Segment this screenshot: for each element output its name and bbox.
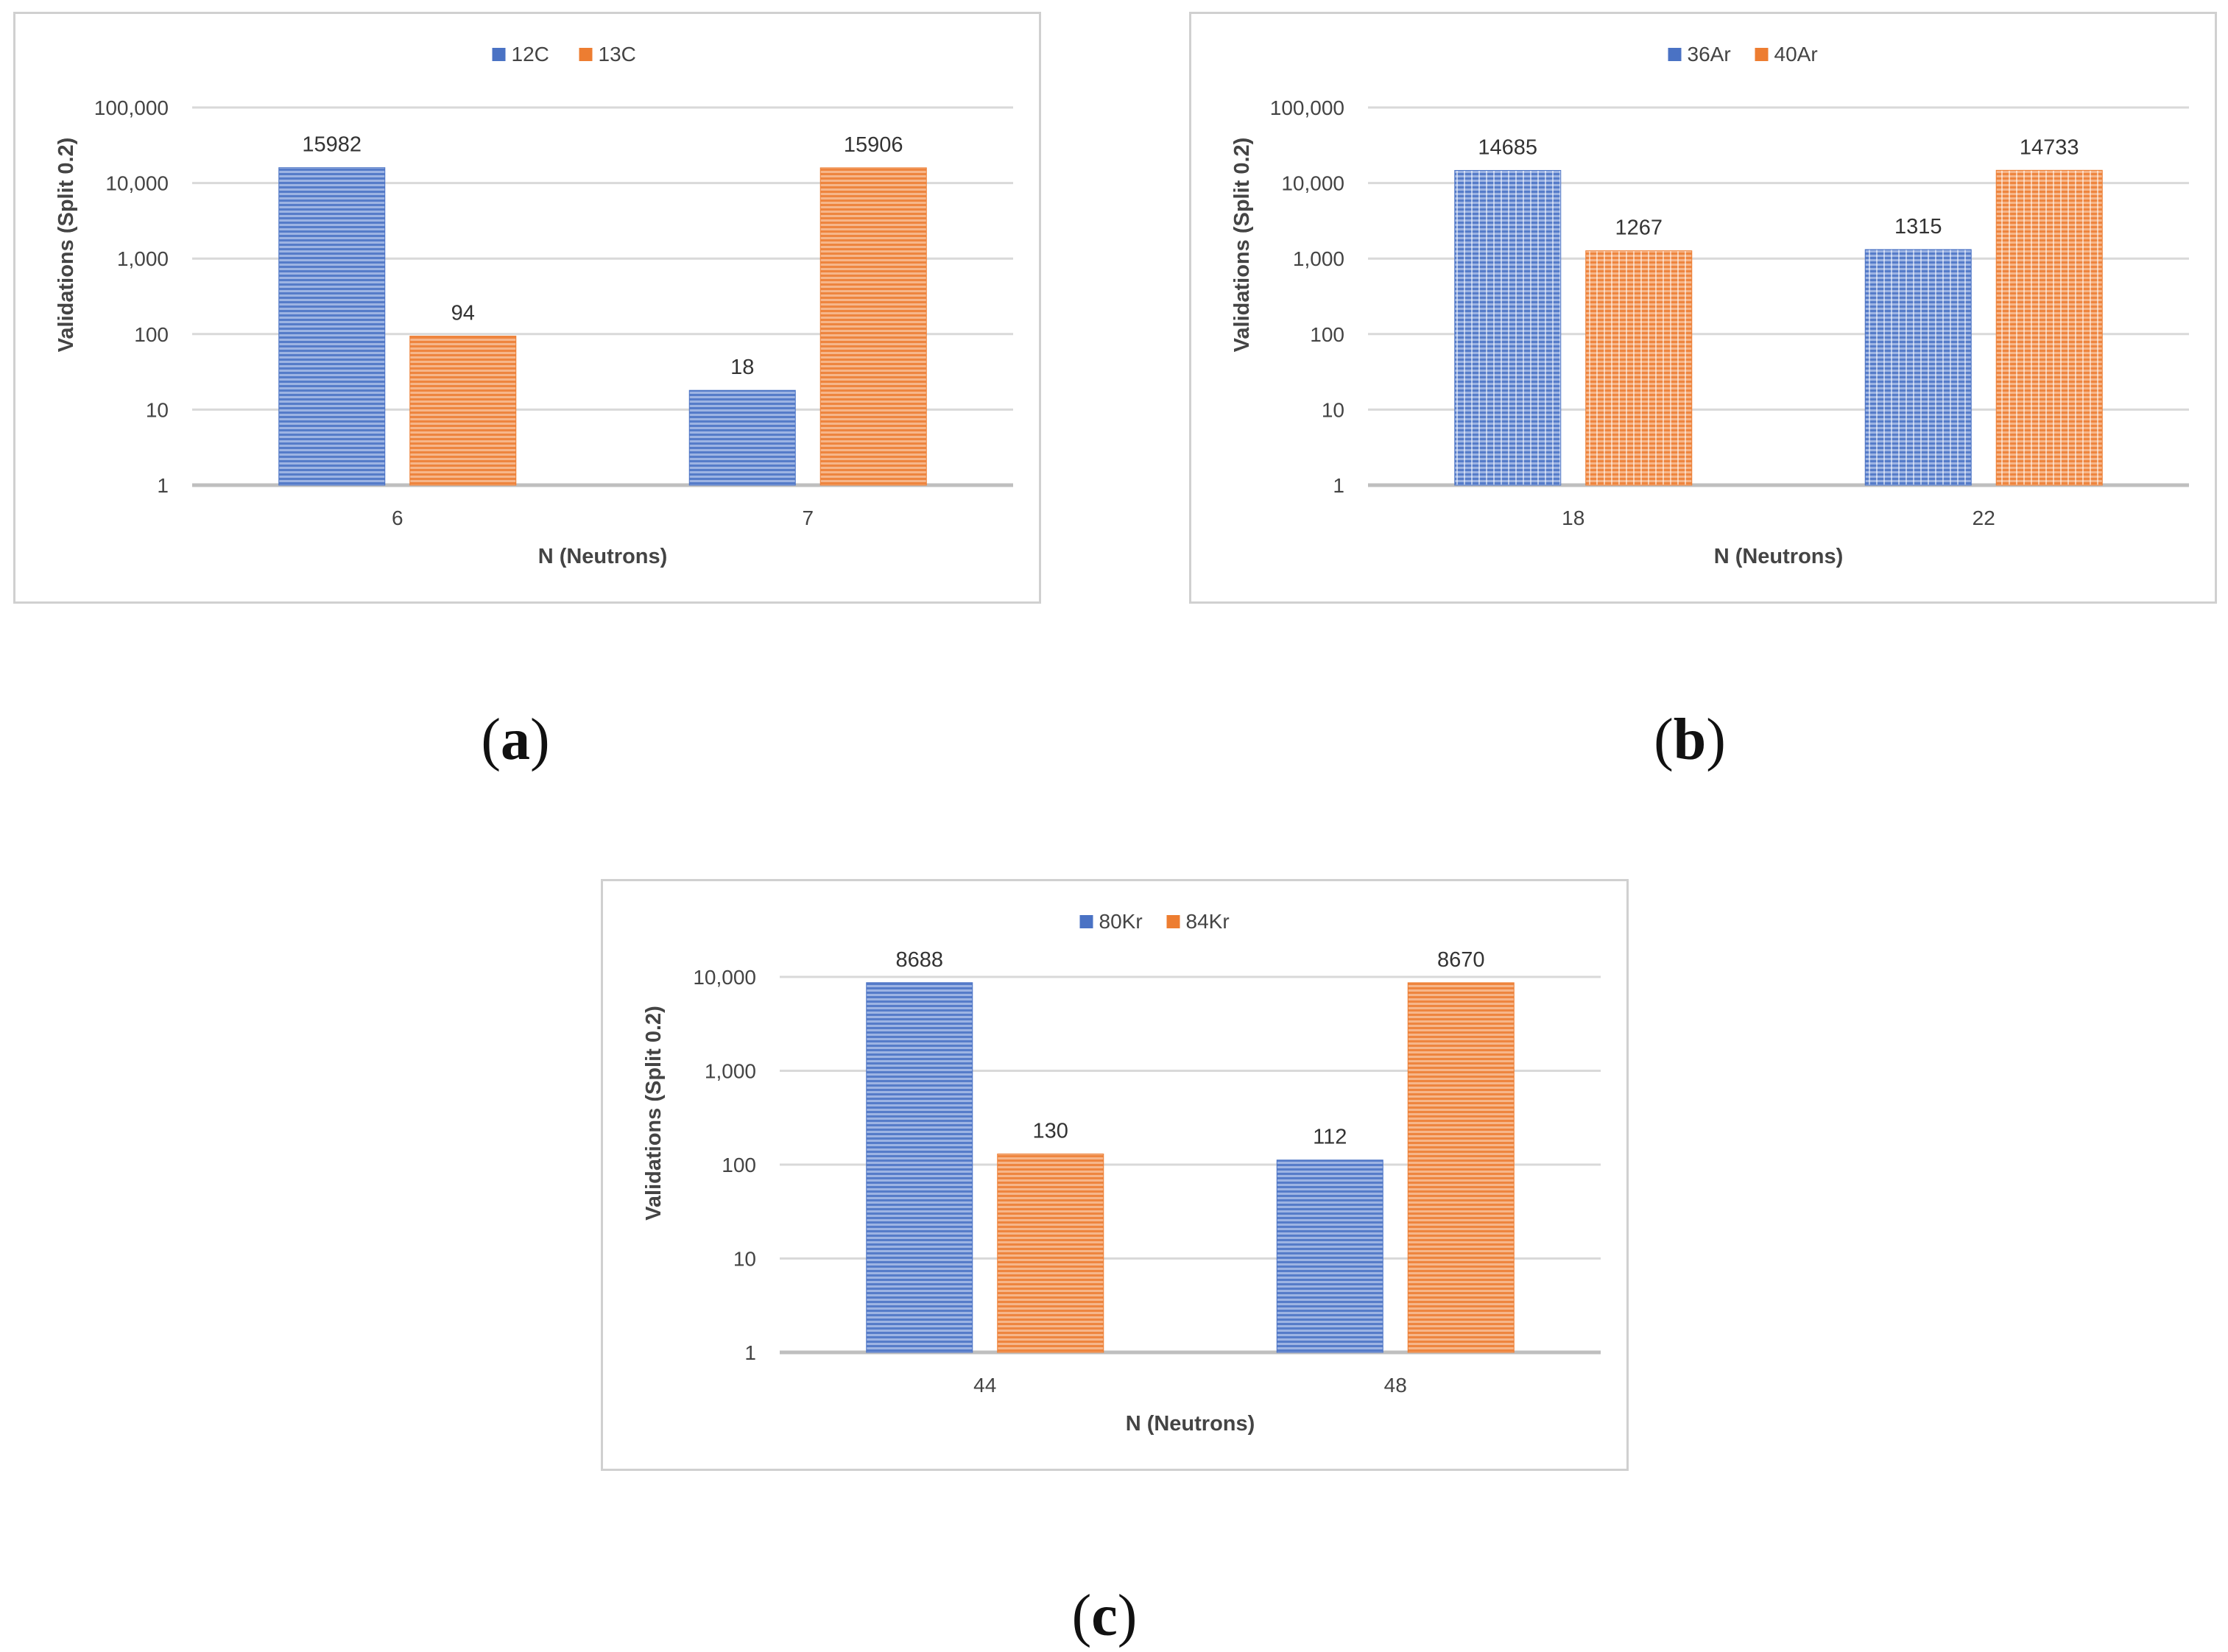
- chart-b-svg: 1 10 100 1,000 10,000 100,000 14685 1267 18 1315 1…: [1230, 43, 2189, 568]
- legend-label-40Ar: 40Ar: [1774, 43, 1818, 66]
- bar-80Kr-44: [866, 982, 973, 1353]
- x-tick-label: 22: [1973, 506, 1995, 529]
- data-label: 94: [451, 302, 475, 325]
- legend-swatch-12C: [492, 48, 506, 61]
- chart-panel-b: 1 10 100 1,000 10,000 100,000 14685 1267 18 1315 1…: [1189, 12, 2217, 604]
- chart-panel-c: 1 10 100 1,000 10,000 8688 130 44 112 8670 48 N (Ne…: [601, 879, 1629, 1471]
- x-axis-label: N (Neutrons): [1126, 1412, 1255, 1436]
- x-tick-label: 48: [1384, 1374, 1407, 1397]
- y-tick-label: 100: [134, 323, 169, 346]
- y-tick-label: 10,000: [693, 966, 756, 989]
- x-tick-label: 7: [802, 506, 814, 529]
- caption-c: (c): [1071, 1584, 1138, 1648]
- legend-label-80Kr: 80Kr: [1099, 910, 1143, 933]
- legend-swatch-36Ar: [1668, 48, 1682, 61]
- y-tick-label: 1,000: [1293, 247, 1344, 270]
- data-label: 14685: [1478, 135, 1537, 159]
- y-tick-label: 1: [744, 1341, 756, 1364]
- y-tick-label: 10,000: [1281, 172, 1344, 195]
- data-label: 112: [1313, 1126, 1347, 1149]
- legend-label-12C: 12C: [512, 43, 549, 66]
- y-axis-label: Validations (Split 0.2): [642, 1006, 666, 1221]
- legend-swatch-84Kr: [1166, 915, 1180, 928]
- y-axis-label: Validations (Split 0.2): [1230, 138, 1254, 353]
- y-axis-label: Validations (Split 0.2): [54, 138, 78, 353]
- caption-b: (b): [1654, 707, 1726, 772]
- y-tick-label: 100,000: [94, 96, 169, 119]
- data-label: 1315: [1894, 215, 1942, 239]
- data-label: 14733: [2020, 135, 2079, 159]
- y-tick-label: 100: [1310, 323, 1344, 346]
- data-label: 15982: [302, 133, 362, 157]
- bar-40Ar-22: [1995, 169, 2103, 486]
- legend-swatch-40Ar: [1755, 48, 1769, 61]
- legend-label-36Ar: 36Ar: [1688, 43, 1731, 66]
- bar-13C-7: [819, 167, 927, 486]
- bar-12C-7: [688, 389, 796, 486]
- chart-panel-a: 1 10 100 1,000 10,000 100,000 15982 94 6 18 15906 7…: [13, 12, 1041, 604]
- data-label: 8670: [1437, 948, 1485, 972]
- x-tick-label: 18: [1562, 506, 1584, 529]
- y-tick-label: 1: [157, 474, 169, 497]
- bar-80Kr-48: [1276, 1159, 1383, 1353]
- caption-a: (a): [481, 707, 550, 772]
- y-tick-label: 10,000: [105, 172, 169, 195]
- bar-36Ar-18: [1454, 169, 1562, 486]
- legend-label-13C: 13C: [599, 43, 636, 66]
- y-tick-label: 1: [1333, 474, 1344, 497]
- data-label: 8688: [895, 948, 943, 972]
- data-label: 130: [1033, 1119, 1068, 1143]
- x-tick-label: 44: [973, 1374, 996, 1397]
- chart-c-svg: 1 10 100 1,000 10,000 8688 130 44 112 8670 48 N (Ne…: [642, 910, 1601, 1436]
- x-tick-label: 6: [392, 506, 403, 529]
- legend-swatch-13C: [579, 48, 593, 61]
- y-tick-label: 10: [146, 398, 169, 421]
- legend-label-84Kr: 84Kr: [1186, 910, 1230, 933]
- y-tick-label: 10: [733, 1248, 756, 1271]
- bar-13C-6: [409, 336, 517, 486]
- y-tick-label: 100: [722, 1154, 756, 1176]
- data-label: 15906: [844, 133, 903, 157]
- y-tick-label: 1,000: [705, 1060, 756, 1083]
- y-tick-label: 100,000: [1270, 96, 1344, 119]
- bar-84Kr-44: [997, 1153, 1104, 1353]
- data-label: 1267: [1615, 216, 1663, 240]
- y-tick-label: 10: [1322, 398, 1344, 421]
- x-axis-label: N (Neutrons): [538, 545, 668, 568]
- bar-84Kr-48: [1407, 982, 1515, 1353]
- legend-swatch-80Kr: [1079, 915, 1093, 928]
- y-tick-label: 1,000: [117, 247, 169, 270]
- bar-12C-6: [278, 167, 386, 486]
- x-axis-label: N (Neutrons): [1714, 545, 1844, 568]
- bar-36Ar-22: [1864, 249, 1972, 486]
- bar-40Ar-18: [1585, 250, 1693, 486]
- data-label: 18: [730, 356, 754, 379]
- chart-a-svg: 1 10 100 1,000 10,000 100,000 15982 94 6 18 15906 7…: [54, 43, 1013, 568]
